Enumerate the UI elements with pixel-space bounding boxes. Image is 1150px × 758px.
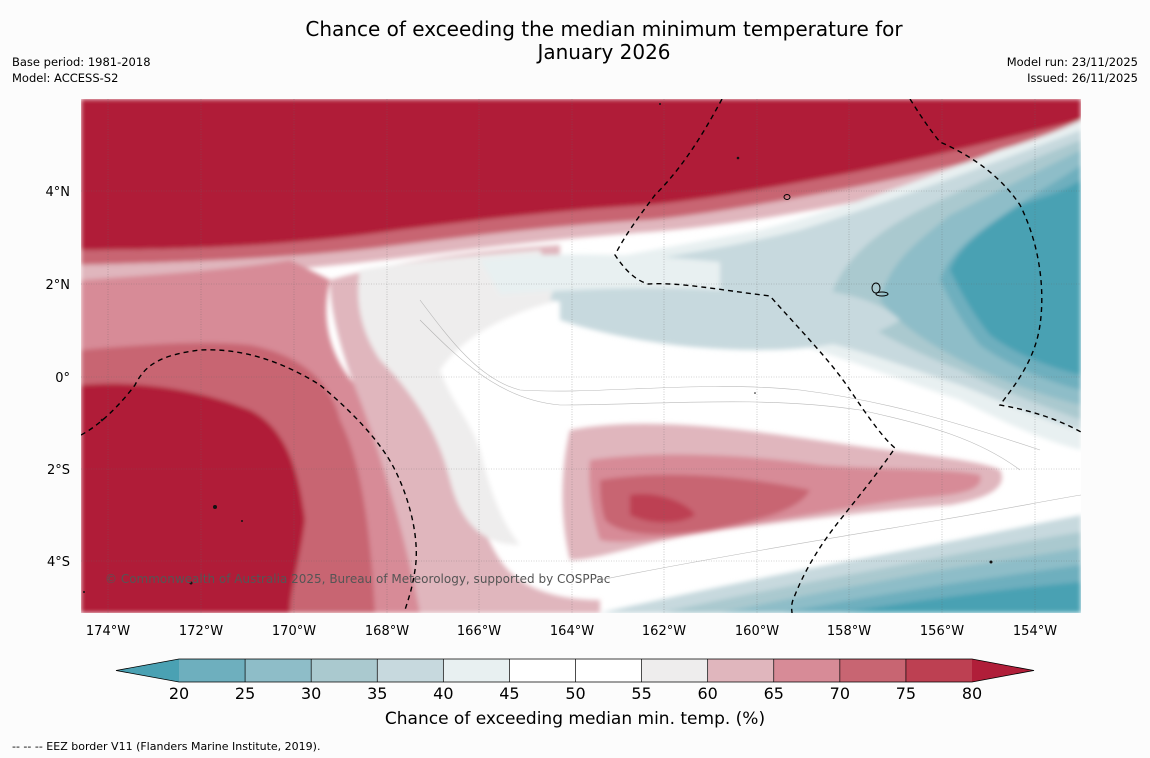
colorbar-swatch xyxy=(905,659,973,682)
title-line-2: January 2026 xyxy=(537,40,671,64)
longitude-labels: 174°W 172°W 170°W 168°W 166°W 164°W 162°… xyxy=(86,624,1057,639)
map-title: Chance of exceeding the median minimum t… xyxy=(29,18,1150,64)
colorbar-tick-label: 20 xyxy=(169,684,189,700)
title-line-1: Chance of exceeding the median minimum t… xyxy=(305,17,903,41)
colorbar-swatch xyxy=(179,659,246,682)
islands xyxy=(83,103,993,593)
lat-label: 2°S xyxy=(47,463,70,478)
colorbar-outline xyxy=(115,658,1035,683)
colorbar-tick-label: 30 xyxy=(301,684,321,700)
lon-label: 156°W xyxy=(920,624,964,639)
colorbar-tick-label: 70 xyxy=(830,684,850,700)
map-figure: © Commonwealth of Australia 2025, Bureau… xyxy=(46,99,1081,700)
lon-label: 168°W xyxy=(365,624,409,639)
colorbar-tick-label: 55 xyxy=(631,684,651,700)
colorbar-tick-label: 65 xyxy=(764,684,784,700)
colorbar-swatch xyxy=(377,659,444,682)
colorbar xyxy=(115,658,1035,683)
model-run: Model run: 23/11/2025 xyxy=(1006,55,1138,69)
lon-label: 160°W xyxy=(735,624,779,639)
colorbar-tick-label: 50 xyxy=(565,684,585,700)
colorbar-tick-label: 45 xyxy=(499,684,519,700)
colorbar-swatch xyxy=(245,659,312,682)
latitude-labels: 4°N 2°N 0° 2°S 4°S xyxy=(46,185,71,570)
lon-label: 172°W xyxy=(179,624,223,639)
lon-label: 174°W xyxy=(86,624,130,639)
colorbar-swatch xyxy=(311,659,378,682)
lon-label: 158°W xyxy=(827,624,871,639)
colorbar-tick-label: 80 xyxy=(962,684,982,700)
lat-label: 0° xyxy=(55,371,70,386)
lon-label: 170°W xyxy=(272,624,316,639)
colorbar-swatch xyxy=(641,659,709,682)
lon-label: 154°W xyxy=(1013,624,1057,639)
lat-label: 2°N xyxy=(46,278,71,293)
issued-date: Issued: 26/11/2025 xyxy=(1027,70,1138,85)
eez-footnote: -- -- -- EEZ border V11 (Flanders Marine… xyxy=(12,740,321,753)
probability-field: © Commonwealth of Australia 2025, Bureau… xyxy=(81,99,1081,613)
colorbar-swatch xyxy=(839,659,907,682)
graticule xyxy=(81,99,1081,613)
colorbar-label: Chance of exceeding median min. temp. (%… xyxy=(384,709,766,729)
lon-label: 162°W xyxy=(642,624,686,639)
lat-label: 4°S xyxy=(47,555,70,570)
meta-right: Model run: 23/11/2025 Issued: 26/11/2025 xyxy=(1007,55,1138,86)
colorbar-ticks: 20 25 30 35 40 45 50 55 60 65 70 75 80 xyxy=(169,684,982,700)
lon-label: 164°W xyxy=(550,624,594,639)
colorbar-swatch xyxy=(707,659,775,682)
copyright-notice: © Commonwealth of Australia 2025, Bureau… xyxy=(105,572,610,586)
colorbar-tick-label: 35 xyxy=(367,684,387,700)
colorbar-extend-low xyxy=(116,659,179,682)
base-period: Base period: 1981-2018 xyxy=(12,55,151,69)
lat-label: 4°N xyxy=(46,185,71,200)
colorbar-swatch xyxy=(575,659,643,682)
colorbar-tick-label: 60 xyxy=(697,684,717,700)
meta-left: Base period: 1981-2018 Model: ACCESS-S2 xyxy=(12,55,151,86)
colorbar-swatch xyxy=(509,659,576,682)
colorbar-tick-label: 40 xyxy=(433,684,453,700)
colorbar-extend-high xyxy=(972,659,1034,682)
lon-label: 166°W xyxy=(457,624,501,639)
eez-borders xyxy=(81,99,1081,613)
colorbar-tick-label: 75 xyxy=(896,684,916,700)
model-name: Model: ACCESS-S2 xyxy=(12,70,119,85)
colorbar-tick-label: 25 xyxy=(235,684,255,700)
colorbar-swatch xyxy=(773,659,841,682)
colorbar-swatch xyxy=(443,659,510,682)
